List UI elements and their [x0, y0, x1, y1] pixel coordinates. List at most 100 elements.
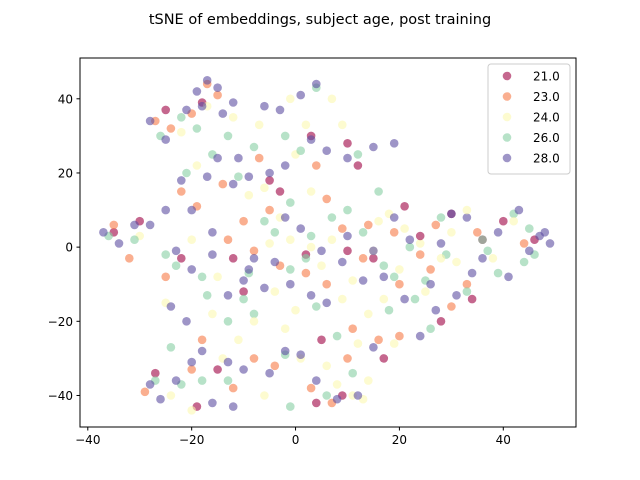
x-tick-label: 40 — [496, 433, 511, 447]
point-28.0 — [478, 253, 487, 263]
point-23.0 — [348, 324, 358, 334]
point-28.0 — [358, 276, 368, 285]
point-21.0 — [353, 161, 363, 170]
point-23.0 — [109, 220, 119, 230]
point-26.0 — [166, 343, 176, 352]
point-26.0 — [249, 309, 259, 319]
point-28.0 — [343, 231, 352, 241]
point-28.0 — [322, 298, 332, 308]
point-26.0 — [286, 265, 295, 274]
point-26.0 — [177, 113, 186, 122]
point-24.0 — [509, 216, 518, 226]
point-24.0 — [400, 224, 409, 233]
point-28.0 — [213, 83, 222, 92]
point-28.0 — [369, 142, 378, 152]
point-26.0 — [223, 317, 233, 326]
x-axis: −40 −20 0 20 40 — [75, 427, 511, 447]
point-28.0 — [353, 391, 363, 400]
point-26.0 — [384, 305, 394, 315]
chart-title: tSNE of embeddings, subject age, post tr… — [149, 12, 491, 28]
point-24.0 — [447, 228, 456, 237]
point-23.0 — [322, 194, 332, 204]
point-24.0 — [488, 253, 498, 263]
point-23.0 — [358, 253, 368, 263]
point-28.0 — [545, 239, 555, 248]
point-28.0 — [166, 302, 176, 311]
y-tick-label: 40 — [58, 92, 73, 106]
point-26.0 — [301, 253, 311, 263]
point-26.0 — [374, 187, 383, 196]
point-28.0 — [265, 368, 274, 378]
point-28.0 — [239, 276, 248, 285]
x-tick-label: 0 — [292, 433, 300, 447]
point-28.0 — [228, 98, 238, 107]
point-26.0 — [280, 131, 290, 141]
point-28.0 — [280, 213, 290, 222]
point-28.0 — [145, 220, 155, 230]
point-28.0 — [379, 272, 389, 282]
point-23.0 — [374, 335, 383, 345]
point-28.0 — [182, 317, 191, 326]
legend-marker-26.0 — [502, 133, 512, 142]
point-28.0 — [161, 205, 170, 215]
point-26.0 — [462, 287, 472, 296]
x-tick-label: −20 — [179, 433, 204, 447]
point-28.0 — [208, 228, 217, 237]
point-23.0 — [187, 365, 196, 374]
point-23.0 — [395, 279, 404, 289]
point-26.0 — [286, 402, 295, 411]
point-23.0 — [395, 331, 404, 341]
point-23.0 — [447, 302, 456, 311]
point-28.0 — [197, 101, 207, 111]
point-24.0 — [462, 205, 472, 215]
point-23.0 — [312, 161, 321, 170]
point-26.0 — [353, 150, 363, 159]
point-21.0 — [228, 253, 238, 263]
point-23.0 — [218, 179, 228, 189]
point-26.0 — [389, 272, 399, 282]
point-28.0 — [244, 172, 254, 181]
point-26.0 — [410, 294, 420, 304]
point-24.0 — [187, 406, 196, 415]
point-28.0 — [405, 235, 415, 244]
point-23.0 — [462, 279, 472, 289]
point-24.0 — [306, 187, 316, 196]
point-28.0 — [296, 90, 306, 100]
point-28.0 — [389, 213, 399, 222]
point-24.0 — [327, 94, 337, 104]
point-28.0 — [265, 168, 274, 178]
point-28.0 — [192, 87, 202, 96]
point-28.0 — [343, 153, 352, 163]
point-28.0 — [332, 394, 342, 404]
y-tick-label: 20 — [58, 166, 73, 180]
point-28.0 — [467, 268, 477, 278]
point-28.0 — [493, 228, 503, 237]
point-26.0 — [249, 142, 259, 152]
point-28.0 — [228, 402, 238, 411]
point-21.0 — [379, 354, 389, 363]
point-24.0 — [177, 127, 186, 137]
point-24.0 — [280, 324, 290, 334]
point-26.0 — [306, 231, 316, 241]
point-28.0 — [280, 161, 290, 170]
point-24.0 — [249, 317, 259, 326]
point-24.0 — [364, 376, 373, 385]
point-24.0 — [415, 239, 425, 248]
point-24.0 — [421, 287, 430, 296]
point-21.0 — [369, 253, 378, 263]
point-23.0 — [389, 228, 399, 237]
point-23.0 — [177, 187, 186, 196]
point-23.0 — [364, 220, 373, 230]
point-28.0 — [317, 246, 326, 256]
point-23.0 — [519, 239, 529, 248]
point-24.0 — [379, 294, 389, 304]
point-26.0 — [478, 235, 487, 244]
point-26.0 — [358, 228, 368, 237]
x-tick-label: 20 — [392, 433, 407, 447]
point-28.0 — [504, 272, 513, 282]
point-23.0 — [166, 124, 176, 133]
point-21.0 — [317, 335, 326, 345]
point-24.0 — [192, 161, 202, 170]
point-26.0 — [192, 124, 202, 133]
point-26.0 — [223, 376, 233, 385]
